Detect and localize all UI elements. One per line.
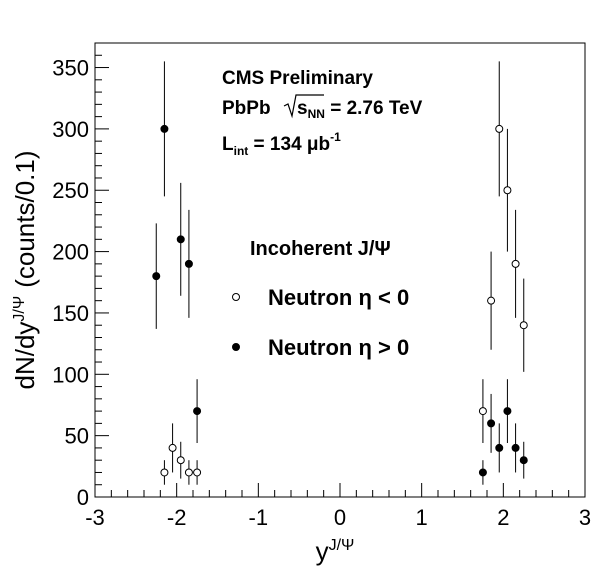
y-tick-label: 0 [77,485,89,510]
svg-text:sNN = 2.76 TeV: sNN = 2.76 TeV [297,98,423,121]
x-tick-label: -1 [249,505,269,530]
legend: Incoherent J/Ψ Neutron η < 0 Neutron η >… [232,238,409,360]
y-tick-label: 350 [52,56,89,81]
data-point-eta-negative [168,443,177,452]
x-tick-label: -2 [167,505,187,530]
data-point-eta-positive [478,468,487,477]
legend-entry-eta-negative: Neutron η < 0 [268,285,409,310]
data-point-eta-negative [478,407,487,416]
data-point-eta-positive [193,407,202,416]
x-tick-label: 2 [497,505,509,530]
data-point-eta-negative [184,468,193,477]
data-points [152,61,528,485]
data-point-eta-negative [193,468,202,477]
axis-ticks: -3 -2 -1 0 1 2 3 0 50 100 150 200 250 300 350 [52,42,591,530]
data-point-eta-negative [511,259,520,268]
legend-marker-open [232,293,240,301]
y-tick-label: 250 [52,178,89,203]
x-tick-label: 0 [334,505,346,530]
data-point-eta-positive [503,407,512,416]
data-point-eta-positive [176,235,185,244]
y-tick-label: 300 [52,117,89,142]
data-point-eta-positive [519,456,528,465]
y-tick-label: 200 [52,240,89,265]
svg-text:PbPb: PbPb [222,98,271,119]
data-point-eta-negative [503,186,512,195]
y-axis-title: dN/dyJ/Ψ(counts/0.1) [10,150,40,389]
data-point-eta-positive [495,443,504,452]
data-point-eta-negative [519,321,528,330]
annotation-luminosity: Lint = 134 μb-1 [222,130,341,158]
annotation-cms-preliminary: CMS Preliminary [222,68,373,89]
y-tick-label: 150 [52,301,89,326]
data-point-eta-positive [160,124,169,133]
x-tick-label: -3 [85,505,105,530]
legend-title: Incoherent J/Ψ [250,238,391,260]
data-point-eta-positive [487,419,496,428]
data-point-eta-positive [511,443,520,452]
x-axis-title: yJ/Ψ [316,536,355,566]
legend-entry-eta-positive: Neutron η > 0 [268,335,409,360]
data-point-eta-negative [487,296,496,305]
data-point-eta-positive [152,272,161,281]
data-point-eta-negative [176,456,185,465]
annotation-collision: PbPb sNN = 2.76 TeV [222,94,423,121]
sqrt-sign-icon [283,94,324,119]
y-tick-label: 100 [52,362,89,387]
data-point-eta-negative [495,124,504,133]
x-tick-label: 3 [579,505,591,530]
legend-marker-filled [232,343,240,351]
x-tick-label: 1 [416,505,428,530]
data-point-eta-negative [160,468,169,477]
y-tick-label: 50 [65,424,89,449]
data-point-eta-positive [184,259,193,268]
